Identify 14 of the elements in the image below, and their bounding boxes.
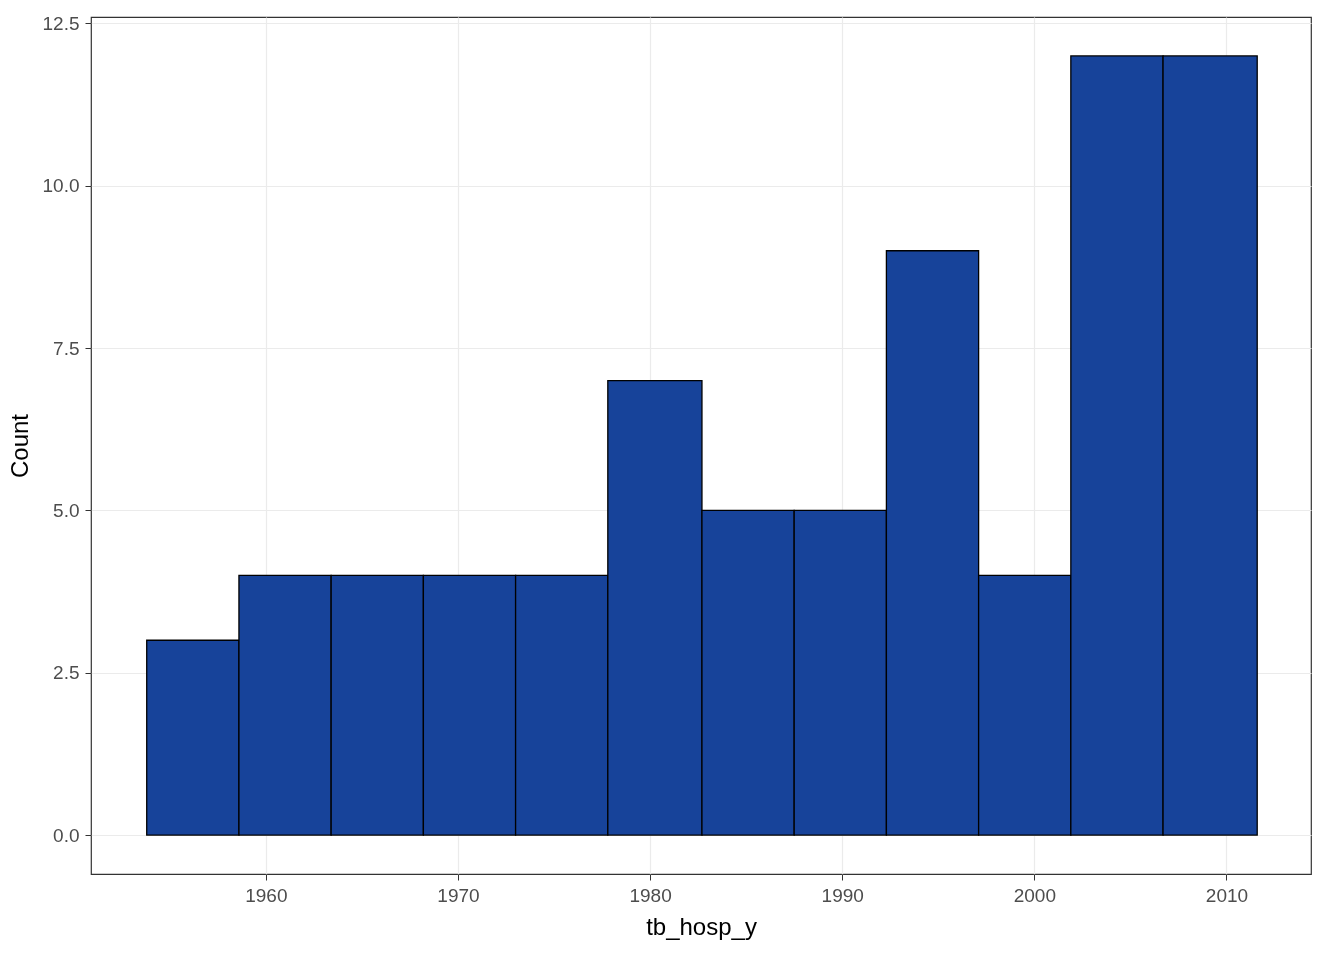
x-axis-title: tb_hosp_y xyxy=(646,912,757,940)
y-tick-label: 12.5 xyxy=(42,12,80,34)
x-tick-label: 2010 xyxy=(1205,884,1249,906)
y-tick-label: 5.0 xyxy=(53,499,80,521)
y-tick-label: 0.0 xyxy=(53,824,80,846)
y-tick-label: 7.5 xyxy=(53,337,80,359)
x-tick-label: 1990 xyxy=(821,884,864,906)
y-tick-label: 2.5 xyxy=(53,662,80,684)
x-tick-label: 1970 xyxy=(437,884,480,906)
x-tick-label: 1960 xyxy=(245,884,288,906)
y-tick-label: 10.0 xyxy=(42,175,80,197)
x-tick-label: 2000 xyxy=(1013,884,1056,906)
y-axis-title: Count xyxy=(5,413,33,479)
x-tick-label: 1980 xyxy=(629,884,672,906)
